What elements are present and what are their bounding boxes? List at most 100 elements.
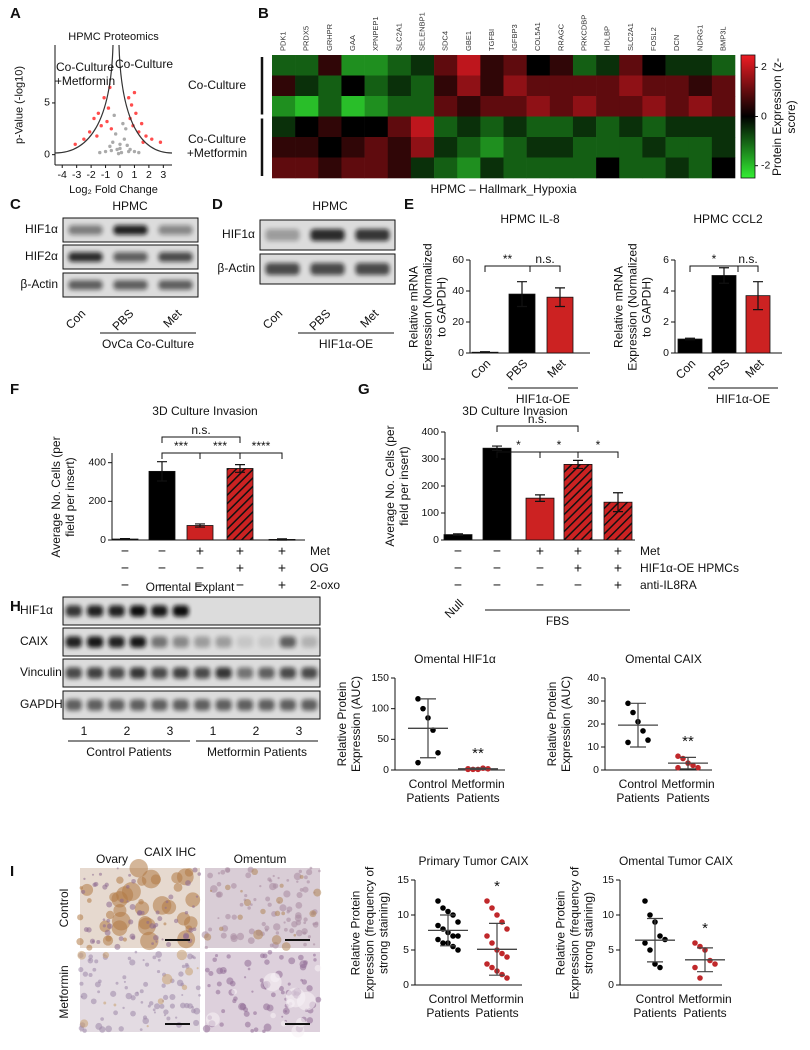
heatmap-cell [688, 75, 713, 97]
blot-strip [62, 627, 321, 657]
heatmap-cell [572, 157, 597, 179]
heatmap-cell [619, 75, 643, 97]
data-point [450, 943, 456, 950]
data-point [489, 905, 495, 911]
ihc-texture [251, 868, 259, 876]
data-point [435, 898, 441, 904]
ihc-texture [157, 958, 161, 962]
gene-label: RRAGC [556, 23, 565, 51]
heatmap-cell [480, 157, 504, 179]
ihc-texture [313, 953, 316, 957]
heatmap-cell [295, 137, 319, 158]
data-point [647, 947, 653, 953]
condition-sign: + [536, 543, 544, 559]
ihc-texture [134, 950, 138, 954]
condition-label: Met [640, 544, 661, 558]
blot-band [215, 636, 232, 648]
heatmap-cell [457, 96, 481, 117]
data-point [121, 121, 125, 126]
ihc-texture [244, 1021, 251, 1028]
blot-band [65, 699, 82, 711]
significance-label: ** [472, 745, 484, 762]
ihc-texture [259, 884, 262, 888]
blot-band [68, 225, 103, 235]
ihc-texture [151, 942, 154, 946]
data-point [707, 957, 713, 964]
y-tick-label: 0 [100, 534, 106, 546]
significance-label: ** [682, 733, 694, 750]
ihc-texture [139, 1028, 143, 1032]
blot-band [194, 636, 211, 648]
ihc-texture [282, 1007, 290, 1015]
ihc-texture [244, 959, 252, 967]
ihc-texture [274, 910, 281, 917]
heatmap-cell [572, 137, 597, 158]
heatmap-cell [387, 75, 412, 97]
data-point [680, 755, 686, 762]
ihc-texture [208, 927, 213, 932]
data-point [415, 759, 421, 766]
ihc-texture [193, 1019, 200, 1026]
ihc-texture [264, 928, 269, 932]
ihc-texture [90, 998, 97, 1005]
condition-sign: − [493, 577, 501, 593]
ihc-texture [276, 896, 284, 904]
ihc-texture [125, 884, 130, 889]
condition-sign: + [236, 560, 244, 576]
heatmap-cell [526, 116, 551, 138]
significance-label: * [516, 438, 521, 452]
ihc-texture [217, 917, 220, 920]
ihc-texture [216, 881, 222, 887]
condition-sign: + [278, 543, 286, 559]
ihc-texture [191, 1008, 196, 1014]
data-point [108, 144, 112, 149]
data-point [92, 116, 96, 121]
heatmap-cell [711, 55, 736, 76]
y-tick-label: 5 [608, 944, 614, 956]
y-tick-label: 200 [88, 495, 106, 507]
ihc-texture [176, 912, 191, 926]
significance-label: n.s. [738, 252, 757, 266]
ihc-row-label: Metformin [57, 965, 71, 1018]
y-tick-label: 400 [88, 456, 106, 468]
data-point [690, 762, 696, 769]
ihc-texture [208, 970, 214, 976]
ihc-texture [115, 981, 119, 985]
ihc-texture [309, 910, 317, 918]
heatmap-cell [549, 55, 574, 76]
threshold-curve [54, 44, 114, 154]
ihc-texture [195, 895, 199, 898]
data-point [445, 908, 451, 915]
ihc-texture [113, 1010, 118, 1016]
blot-band [108, 699, 125, 711]
data-point [134, 111, 138, 115]
heatmap-cell [295, 96, 319, 117]
blot-band [86, 699, 104, 711]
ihc-texture [175, 1016, 178, 1019]
data-point [87, 130, 92, 134]
ihc-texture [79, 1019, 89, 1028]
ihc-texture [270, 992, 276, 998]
ihc-texture [162, 994, 169, 1001]
data-point [105, 119, 109, 124]
ihc-texture [230, 934, 238, 943]
ihc-texture [253, 1027, 259, 1032]
blot-band [151, 667, 168, 679]
ihc-texture [103, 1001, 107, 1005]
y-tick-label: 30 [587, 695, 599, 707]
ihc-texture [224, 867, 231, 873]
significance-label: n.s. [535, 252, 554, 266]
ihc-texture [134, 991, 140, 997]
ihc-texture [94, 981, 101, 988]
ihc-texture [92, 882, 97, 888]
ihc-title: CAIX IHC [144, 845, 196, 859]
blot-band [129, 699, 147, 711]
heatmap-cell [572, 75, 597, 97]
data-point [109, 127, 114, 131]
ihc-texture [212, 957, 217, 963]
ihc-texture [263, 1023, 272, 1032]
significance-bracket [239, 452, 283, 459]
ihc-texture [250, 903, 253, 906]
data-point [657, 933, 663, 939]
blot-row-label: β-Actin [20, 277, 58, 291]
